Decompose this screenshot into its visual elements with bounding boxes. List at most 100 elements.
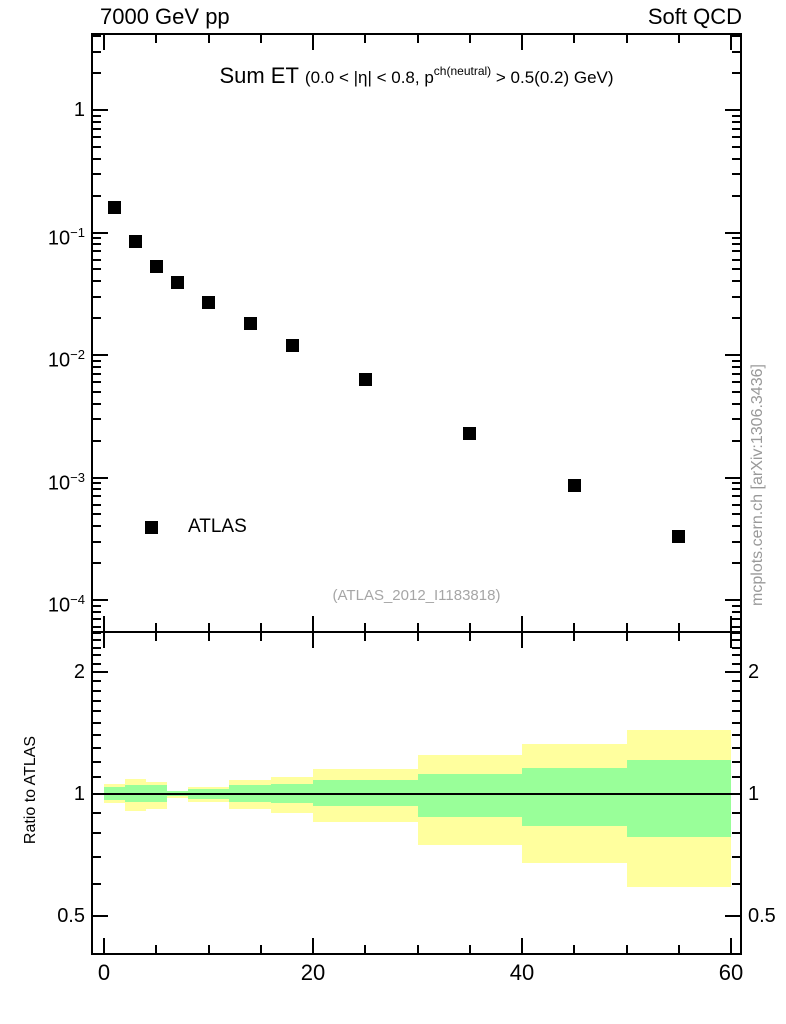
- ratio-y-axis-tick: [93, 721, 101, 724]
- ratio-y-tick-label-right: 1: [748, 783, 760, 805]
- x-axis-tick: [312, 938, 314, 953]
- y-axis-tick: [93, 173, 101, 176]
- y-axis-tick: [93, 372, 101, 375]
- y-axis-tick: [93, 482, 101, 485]
- ratio-y-axis-tick: [732, 832, 740, 835]
- ratio-y-axis-tick: [93, 639, 101, 641]
- ratio-y-axis-tick: [725, 793, 740, 795]
- y-axis-tick: [93, 418, 101, 421]
- beam-energy-label: 7000 GeV pp: [100, 4, 230, 29]
- y-axis-exponent: −4: [70, 592, 85, 607]
- y-axis-tick-label: 10−4: [47, 592, 85, 617]
- x-axis-tick: [625, 35, 628, 43]
- x-axis-tick: [103, 35, 105, 50]
- y-axis-tick: [732, 120, 740, 123]
- y-axis-tick: [93, 599, 108, 601]
- y-axis-tick: [93, 402, 101, 405]
- x-axis-tick: [468, 35, 471, 43]
- y-axis-tick: [732, 488, 740, 491]
- y-axis-tick: [93, 604, 101, 607]
- y-axis-tick: [93, 381, 101, 384]
- inner-uncertainty-band: [626, 760, 731, 837]
- ratio-y-axis-tick: [732, 760, 740, 763]
- ratio-y-axis-tick: [93, 832, 101, 835]
- data-point-square: [672, 529, 686, 543]
- x-axis-tick: [364, 945, 367, 953]
- x-axis-tick: [521, 633, 523, 648]
- x-axis-tick: [416, 633, 419, 641]
- y-axis-tick: [725, 231, 740, 234]
- analysis-reference-text: (ATLAS_2012_I1183818): [332, 587, 501, 604]
- ratio-y-axis-tick: [93, 633, 101, 634]
- ratio-y-axis-tick: [725, 671, 740, 674]
- ratio-y-axis-tick: [732, 733, 740, 736]
- x-axis-tick: [730, 616, 732, 631]
- y-axis-tick: [93, 109, 108, 111]
- data-point-square: [128, 235, 142, 249]
- x-axis-tick: [312, 616, 314, 631]
- y-axis-tick: [93, 72, 101, 75]
- ratio-y-axis-tick: [732, 699, 740, 702]
- data-point-square: [202, 295, 215, 309]
- ratio-y-tick-label-right: 0.5: [748, 904, 776, 927]
- ratio-y-axis-tick: [93, 811, 101, 814]
- y-axis-tick: [732, 268, 740, 271]
- x-axis-tick: [103, 938, 105, 953]
- y-axis-tick-label: 10−3: [47, 469, 85, 495]
- y-axis-tick: [732, 50, 740, 53]
- ratio-plot-panel: [91, 631, 742, 955]
- y-axis-tick: [732, 127, 740, 130]
- x-axis-tick: [573, 633, 576, 641]
- x-axis-tick: [207, 35, 210, 43]
- ratio-y-axis-tick: [732, 721, 740, 724]
- y-axis-tick: [93, 617, 101, 620]
- x-axis-tick: [207, 633, 210, 641]
- data-point-square: [358, 373, 372, 387]
- x-axis-tick: [730, 633, 732, 648]
- watermark-text: mcplots.cern.ch [arXiv:1306.3436]: [749, 364, 766, 606]
- y-axis-tick: [93, 525, 101, 528]
- ratio-y-axis-tick: [732, 776, 740, 779]
- x-axis-tick: [468, 633, 471, 641]
- y-axis-tick: [93, 280, 101, 283]
- y-axis-tick: [732, 317, 740, 320]
- x-axis-tick: [677, 945, 680, 953]
- y-axis-tick: [93, 610, 101, 613]
- y-axis-tick: [93, 194, 101, 197]
- y-axis-tick: [93, 145, 101, 148]
- plot-title-superscript: ch(neutral): [433, 64, 492, 78]
- y-axis-tick: [93, 250, 101, 253]
- ratio-y-axis-tick: [732, 654, 740, 657]
- y-axis-tick: [93, 268, 101, 271]
- ratio-y-axis-tick: [93, 654, 101, 657]
- y-axis-tick: [93, 295, 101, 298]
- y-axis-tick: [732, 495, 740, 498]
- ratio-y-axis-tick: [93, 689, 101, 692]
- y-axis-tick: [732, 114, 740, 117]
- data-point-square: [107, 200, 121, 214]
- main-plot-area: Sum ET (0.0 < |η| < 0.8, p ch(neutral) > 0…: [93, 35, 740, 631]
- x-axis-tick: [416, 623, 419, 631]
- x-axis-tick: [207, 945, 210, 953]
- y-axis-tick: [93, 317, 101, 320]
- x-axis-tick: [103, 633, 105, 648]
- y-axis-tick: [732, 540, 740, 543]
- ratio-y-axis-tick: [93, 793, 108, 795]
- y-axis-tick: [725, 109, 740, 111]
- y-axis-tick: [732, 280, 740, 283]
- ratio-y-tick-label-left: 1: [73, 783, 85, 805]
- x-axis-tick: [155, 633, 158, 641]
- ratio-y-axis-tick: [732, 639, 740, 641]
- y-axis-tick: [93, 50, 101, 53]
- y-axis-tick: [725, 354, 740, 356]
- ratio-y-tick-label-left: 0.5: [57, 904, 85, 927]
- x-axis-tick: [155, 623, 158, 631]
- x-axis-tick: [155, 35, 158, 43]
- y-axis-tick-label: 10−1: [47, 224, 85, 250]
- y-axis-tick: [732, 372, 740, 375]
- legend: ATLAS: [145, 516, 247, 538]
- main-plot-panel: Sum ET (0.0 < |η| < 0.8, p ch(neutral) > 0…: [91, 33, 742, 633]
- x-axis-tick: [259, 945, 262, 953]
- ratio-reference-line: [93, 793, 740, 795]
